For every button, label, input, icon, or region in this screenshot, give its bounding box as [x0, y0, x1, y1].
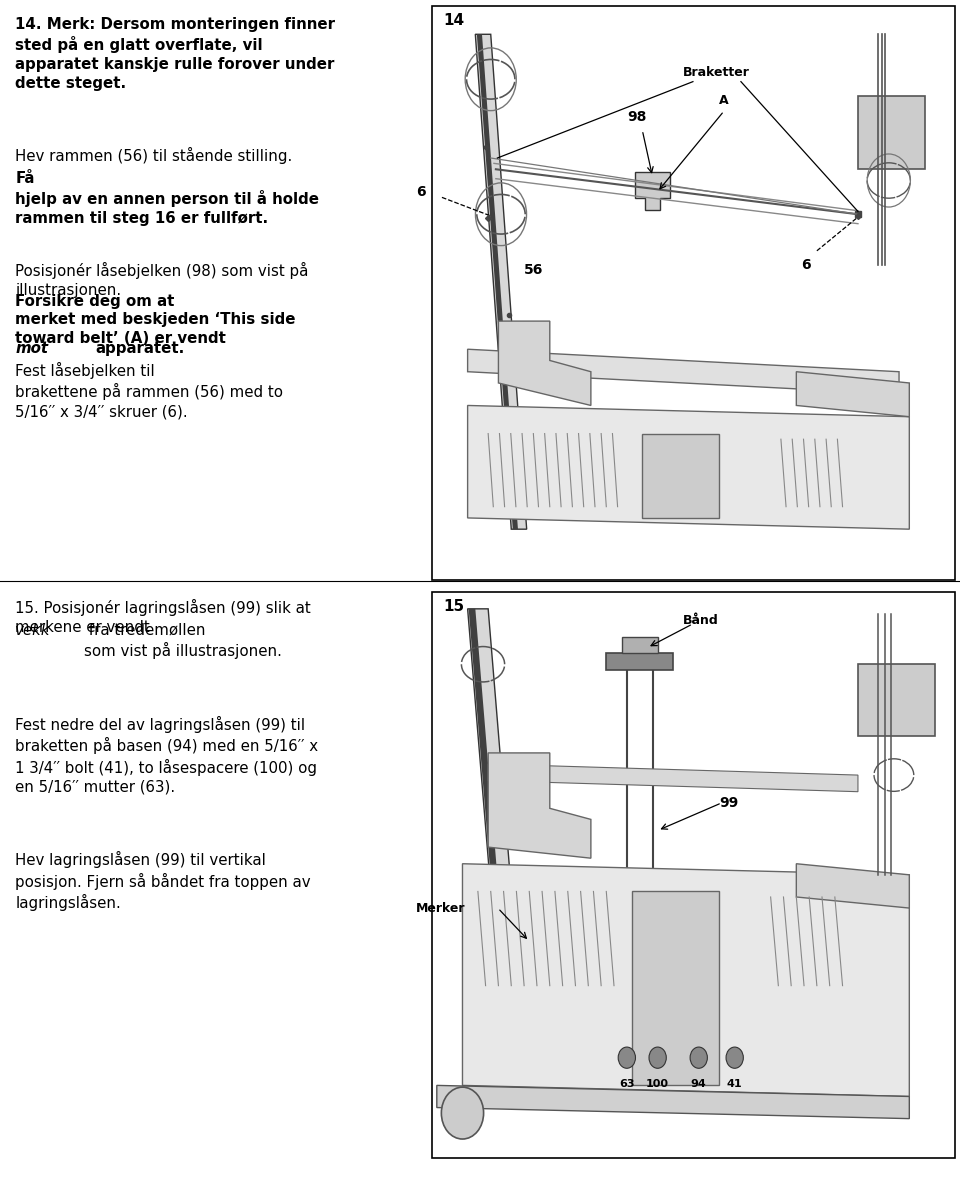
Text: 99: 99	[719, 796, 738, 810]
Text: 14: 14	[444, 13, 465, 28]
Polygon shape	[858, 97, 924, 170]
Text: 41: 41	[727, 1079, 742, 1089]
Polygon shape	[642, 434, 719, 518]
Polygon shape	[797, 864, 909, 908]
Text: Fest nedre del av lagringslåsen (99) til
braketten på basen (94) med en 5/16′′ x: Fest nedre del av lagringslåsen (99) til…	[15, 716, 319, 795]
Polygon shape	[475, 34, 527, 529]
Polygon shape	[437, 1086, 909, 1119]
Circle shape	[649, 1047, 666, 1068]
Bar	[437, 598, 950, 1152]
Circle shape	[690, 1047, 708, 1068]
Polygon shape	[797, 371, 909, 416]
Polygon shape	[477, 34, 518, 529]
Polygon shape	[468, 608, 516, 1107]
Polygon shape	[627, 664, 653, 1041]
Text: 6: 6	[417, 185, 426, 199]
Text: 15: 15	[444, 599, 465, 614]
Polygon shape	[627, 1008, 653, 1030]
Circle shape	[442, 1087, 484, 1139]
Text: mot: mot	[15, 341, 48, 356]
Polygon shape	[607, 653, 673, 670]
Text: fra tredemøllen
som vist på illustrasjonen.: fra tredemøllen som vist på illustrasjon…	[84, 623, 282, 659]
Text: 98: 98	[627, 111, 646, 124]
Text: 100: 100	[646, 1079, 669, 1089]
Text: Bånd: Bånd	[684, 614, 719, 627]
Polygon shape	[463, 864, 909, 1096]
Polygon shape	[468, 608, 529, 1107]
Text: Merker: Merker	[417, 902, 466, 915]
Text: Forsikre deg om at
merket med beskjeden ‘This side
toward belt’ (A) er vendt: Forsikre deg om at merket med beskjeden …	[15, 294, 296, 347]
Polygon shape	[622, 637, 658, 653]
Text: 15. Posisjonér lagringslåsen (99) slik at
merkene er vendt: 15. Posisjonér lagringslåsen (99) slik a…	[15, 599, 311, 634]
Text: Hev rammen (56) til stående stilling.: Hev rammen (56) til stående stilling.	[15, 147, 293, 164]
Text: 14. Merk: Dersom monteringen finner
sted på en glatt overflate, vil
apparatet ka: 14. Merk: Dersom monteringen finner sted…	[15, 17, 335, 91]
Text: Posisjonér låsebjelken (98) som vist på
illustrasjonen.: Posisjonér låsebjelken (98) som vist på …	[15, 262, 309, 297]
Polygon shape	[489, 753, 590, 858]
Circle shape	[726, 1047, 743, 1068]
Polygon shape	[498, 321, 590, 406]
Polygon shape	[468, 406, 909, 529]
Polygon shape	[858, 664, 935, 736]
Text: 63: 63	[619, 1079, 635, 1089]
Text: Hev lagringslåsen (99) til vertikal
posisjon. Fjern så båndet fra toppen av
lagr: Hev lagringslåsen (99) til vertikal posi…	[15, 851, 311, 911]
Text: Få
hjelp av en annen person til å holde
rammen til steg 16 er fullført.: Få hjelp av en annen person til å holde …	[15, 171, 320, 226]
Bar	[432, 6, 955, 580]
Circle shape	[618, 1047, 636, 1068]
Text: 94: 94	[691, 1079, 707, 1089]
Polygon shape	[489, 764, 858, 792]
Polygon shape	[468, 349, 900, 394]
Text: 56: 56	[524, 263, 543, 277]
Polygon shape	[632, 891, 719, 1086]
Text: Braketter: Braketter	[684, 66, 750, 79]
Bar	[437, 12, 950, 574]
Bar	[432, 592, 955, 1158]
Text: A: A	[719, 94, 729, 107]
Polygon shape	[636, 172, 670, 210]
Text: Fest låsebjelken til
brakettene på rammen (56) med to
5/16′′ x 3/4′′ skruer (6).: Fest låsebjelken til brakettene på ramme…	[15, 362, 283, 420]
Text: vekk: vekk	[15, 623, 51, 638]
Text: apparatet.: apparatet.	[95, 341, 184, 356]
Text: 6: 6	[802, 258, 811, 272]
